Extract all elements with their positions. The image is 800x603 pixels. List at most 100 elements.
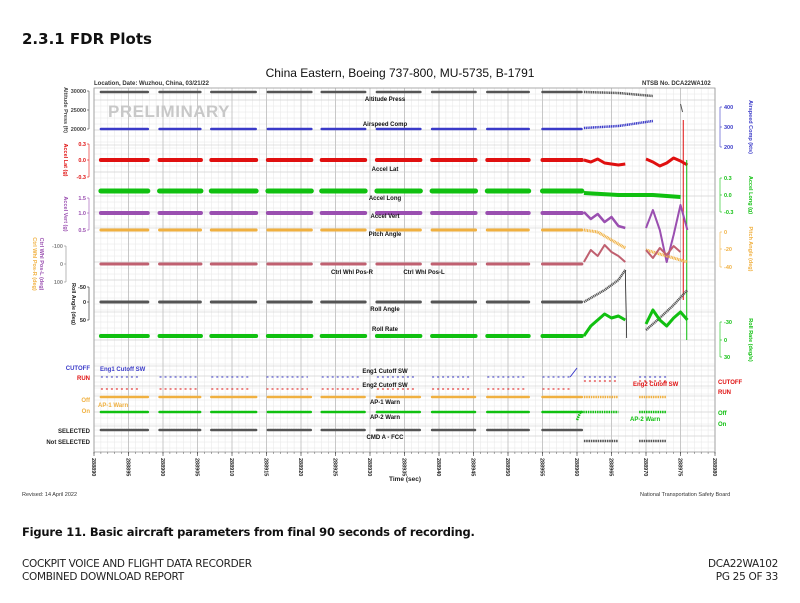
svg-text:SELECTED: SELECTED xyxy=(58,429,91,435)
svg-text:CMD A - FCC: CMD A - FCC xyxy=(367,435,405,441)
svg-text:Altitude Press (ft): Altitude Press (ft) xyxy=(62,87,68,133)
svg-text:0.0: 0.0 xyxy=(724,193,732,199)
svg-text:288965: 288965 xyxy=(608,458,614,476)
svg-text:AP-1 Warn: AP-1 Warn xyxy=(370,400,400,406)
svg-text:288950: 288950 xyxy=(504,458,510,476)
location-date: Location, Date: Wuzhou, China, 03/21/22 xyxy=(94,81,209,87)
svg-text:Airspeed Comp: Airspeed Comp xyxy=(363,122,408,128)
svg-text:RUN: RUN xyxy=(77,376,90,382)
svg-text:Accel Vert (g): Accel Vert (g) xyxy=(62,196,68,231)
svg-text:Accel Long (g): Accel Long (g) xyxy=(747,176,753,214)
svg-text:1.5: 1.5 xyxy=(78,196,86,202)
svg-text:25000: 25000 xyxy=(71,108,86,114)
svg-text:288945: 288945 xyxy=(470,458,476,476)
svg-text:Roll Rate: Roll Rate xyxy=(372,327,399,333)
svg-text:Not SELECTED: Not SELECTED xyxy=(46,440,90,446)
svg-text:288925: 288925 xyxy=(332,458,338,476)
figure-caption: Figure 11. Basic aircraft parameters fro… xyxy=(22,525,475,539)
svg-text:Roll Rate (deg/s): Roll Rate (deg/s) xyxy=(747,318,753,362)
svg-text:288905: 288905 xyxy=(194,458,200,476)
svg-text:Eng2 Cutoff SW: Eng2 Cutoff SW xyxy=(633,382,679,388)
svg-text:Pitch Angle (deg): Pitch Angle (deg) xyxy=(747,226,753,271)
svg-text:0.3: 0.3 xyxy=(78,142,86,148)
svg-text:0.5: 0.5 xyxy=(78,228,86,234)
footer-left-line1: COCKPIT VOICE AND FLIGHT DATA RECORDER xyxy=(22,558,252,570)
section-title: 2.3.1 FDR Plots xyxy=(22,30,152,48)
svg-text:288935: 288935 xyxy=(401,458,407,476)
agency-name: National Transportation Safety Board xyxy=(640,492,731,498)
svg-text:0.0: 0.0 xyxy=(78,158,86,164)
svg-text:Roll Angle (deg): Roll Angle (deg) xyxy=(70,283,76,325)
svg-text:-0.3: -0.3 xyxy=(724,210,733,216)
svg-text:Accel Lat: Accel Lat xyxy=(372,167,399,173)
svg-text:-0.3: -0.3 xyxy=(77,175,86,181)
svg-text:Accel Vert: Accel Vert xyxy=(370,214,399,220)
svg-text:Ctrl Whl Pos-R (deg): Ctrl Whl Pos-R (deg) xyxy=(31,237,37,291)
footer-right: DCA22WA102 PG 25 OF 33 xyxy=(708,558,778,584)
footer-right-line1: DCA22WA102 xyxy=(708,558,778,570)
svg-text:288960: 288960 xyxy=(573,458,579,476)
revised-date: Revised: 14 April 2022 xyxy=(22,492,78,498)
svg-text:288955: 288955 xyxy=(539,458,545,476)
svg-text:On: On xyxy=(82,409,91,415)
svg-text:Airspeed Comp (kts): Airspeed Comp (kts) xyxy=(747,100,753,154)
footer-right-line2: PG 25 OF 33 xyxy=(715,571,779,583)
footer-left: COCKPIT VOICE AND FLIGHT DATA RECORDER C… xyxy=(22,558,252,584)
svg-text:CUTOFF: CUTOFF xyxy=(718,380,743,386)
svg-text:On: On xyxy=(718,422,727,428)
svg-text:Roll Angle: Roll Angle xyxy=(370,307,400,313)
svg-text:AP-2 Warn: AP-2 Warn xyxy=(630,417,660,423)
svg-text:Accel Long: Accel Long xyxy=(369,196,402,202)
svg-text:Eng2 Cutoff SW: Eng2 Cutoff SW xyxy=(362,383,408,389)
svg-text:288940: 288940 xyxy=(435,458,441,476)
svg-text:RUN: RUN xyxy=(718,390,731,396)
svg-text:AP-2 Warn: AP-2 Warn xyxy=(370,415,400,421)
svg-text:30: 30 xyxy=(724,355,730,361)
svg-text:20000: 20000 xyxy=(71,127,86,133)
svg-text:Ctrl Whl Pos-R: Ctrl Whl Pos-R xyxy=(331,270,374,276)
svg-text:288920: 288920 xyxy=(297,458,303,476)
svg-text:0: 0 xyxy=(83,300,86,306)
svg-text:-50: -50 xyxy=(78,285,86,291)
svg-text:288930: 288930 xyxy=(366,458,372,476)
svg-text:288895: 288895 xyxy=(125,458,131,476)
svg-text:Eng1 Cutoff SW: Eng1 Cutoff SW xyxy=(100,367,146,373)
svg-text:0: 0 xyxy=(60,262,63,268)
svg-text:Ctrl Whl Pos-L: Ctrl Whl Pos-L xyxy=(403,270,445,276)
svg-text:-30: -30 xyxy=(724,320,732,326)
fdr-plot: PRELIMINARY Altitude Press Airspeed Comp Ac… xyxy=(31,87,753,483)
svg-text:288970: 288970 xyxy=(642,458,648,476)
svg-text:50: 50 xyxy=(80,318,86,324)
chart-title: China Eastern, Boeing 737-800, MU-5735, … xyxy=(265,66,535,80)
svg-text:288900: 288900 xyxy=(159,458,165,476)
svg-text:Off: Off xyxy=(718,411,728,417)
svg-text:288980: 288980 xyxy=(711,458,717,476)
svg-text:0.3: 0.3 xyxy=(724,176,732,182)
svg-text:CUTOFF: CUTOFF xyxy=(66,366,91,372)
svg-text:Off: Off xyxy=(81,398,91,404)
svg-text:-20: -20 xyxy=(724,247,732,253)
svg-text:Altitude Press: Altitude Press xyxy=(365,97,406,103)
svg-text:288910: 288910 xyxy=(228,458,234,476)
svg-text:30000: 30000 xyxy=(71,89,86,95)
svg-text:0: 0 xyxy=(724,338,727,344)
svg-text:AP-1 Warn: AP-1 Warn xyxy=(98,403,128,409)
svg-text:Ctrl Whl Pos-L (deg): Ctrl Whl Pos-L (deg) xyxy=(38,238,44,291)
svg-text:288890: 288890 xyxy=(90,458,96,476)
footer-left-line2: COMBINED DOWNLOAD REPORT xyxy=(22,571,184,583)
svg-text:400: 400 xyxy=(724,105,733,111)
svg-text:Time (sec): Time (sec) xyxy=(389,476,421,483)
ntsb-number: NTSB No. DCA22WA102 xyxy=(642,81,711,87)
svg-text:288975: 288975 xyxy=(677,458,683,476)
svg-text:Accel Lat (g): Accel Lat (g) xyxy=(62,143,68,176)
svg-text:PRELIMINARY: PRELIMINARY xyxy=(108,102,230,121)
svg-text:288915: 288915 xyxy=(263,458,269,476)
svg-text:0: 0 xyxy=(724,230,727,236)
svg-text:-40: -40 xyxy=(724,265,732,271)
svg-text:200: 200 xyxy=(724,145,733,151)
svg-text:100: 100 xyxy=(54,280,63,286)
svg-text:1.0: 1.0 xyxy=(78,211,86,217)
svg-text:-100: -100 xyxy=(52,244,63,250)
svg-text:Eng1 Cutoff SW: Eng1 Cutoff SW xyxy=(362,369,408,375)
svg-text:Pitch Angle: Pitch Angle xyxy=(369,232,402,238)
